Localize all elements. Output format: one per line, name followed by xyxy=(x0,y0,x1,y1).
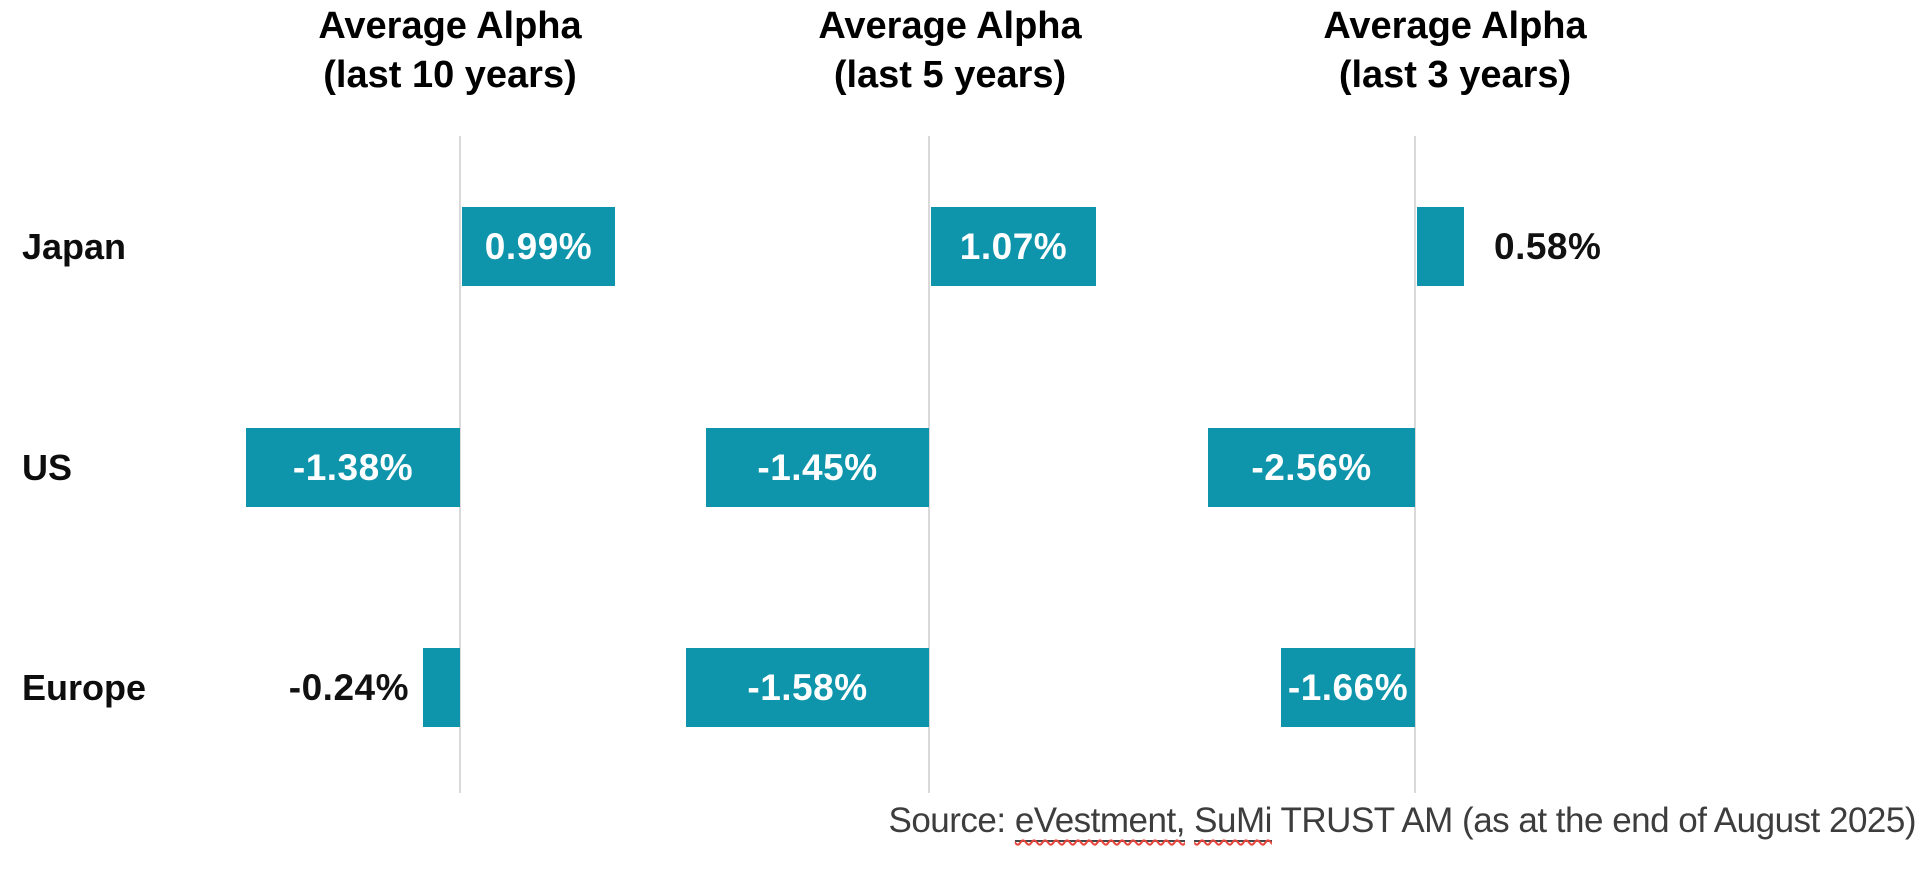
source-prefix: Source: xyxy=(888,801,1015,840)
value-label-japan-panel1: 0.99% xyxy=(484,225,593,267)
bar-us-panel3: -2.56% xyxy=(1208,428,1415,507)
category-label-europe: Europe xyxy=(22,667,147,708)
value-label-us-panel1: -1.38% xyxy=(292,446,414,488)
panel-title-line2: (last 3 years) xyxy=(1338,54,1572,96)
value-label-europe-panel3: -1.66% xyxy=(1287,666,1409,708)
bar-europe-panel1 xyxy=(423,648,460,727)
bar-europe-panel2: -1.58% xyxy=(686,648,929,727)
panel-title-line1: Average Alpha xyxy=(1323,5,1587,47)
category-label-us: US xyxy=(22,447,73,488)
axis-line-panel2 xyxy=(928,136,930,793)
panel-title-last-3-years: Average Alpha (last 3 years) xyxy=(1175,2,1735,100)
source-note: Source: eVestment, SuMi TRUST AM (as at … xyxy=(888,800,1917,842)
category-label-japan: Japan xyxy=(22,226,127,267)
value-label-us-panel2: -1.45% xyxy=(757,446,878,488)
panel-title-line1: Average Alpha xyxy=(818,5,1082,47)
bar-japan-panel2: 1.07% xyxy=(931,207,1096,286)
source-evestment-text: eVestment, xyxy=(1014,801,1185,842)
panel-title-line2: (last 5 years) xyxy=(833,54,1067,96)
bar-japan-panel3 xyxy=(1417,207,1464,286)
bar-us-panel1: -1.38% xyxy=(246,428,460,507)
panel-title-last-10-years: Average Alpha (last 10 years) xyxy=(170,2,730,100)
bar-us-panel2: -1.45% xyxy=(706,428,929,507)
panel-title-line2: (last 10 years) xyxy=(323,54,577,96)
axis-line-panel1 xyxy=(459,136,461,793)
value-label-us-panel3: -2.56% xyxy=(1251,446,1372,488)
source-suffix: TRUST AM (as at the end of August 2025) xyxy=(1271,801,1917,840)
source-separator xyxy=(1185,801,1194,840)
bar-europe-panel3: -1.66% xyxy=(1281,648,1415,727)
panel-title-line1: Average Alpha xyxy=(318,5,582,47)
panel-title-last-5-years: Average Alpha (last 5 years) xyxy=(670,2,1230,100)
value-label-europe-panel2: -1.58% xyxy=(747,666,868,708)
bar-japan-panel1: 0.99% xyxy=(462,207,615,286)
value-label-europe-panel1: -0.24% xyxy=(288,667,409,708)
value-label-japan-panel3: 0.58% xyxy=(1494,226,1602,267)
value-label-japan-panel2: 1.07% xyxy=(959,225,1068,267)
axis-line-panel3 xyxy=(1414,136,1416,793)
source-sumi-text: SuMi xyxy=(1194,801,1272,842)
